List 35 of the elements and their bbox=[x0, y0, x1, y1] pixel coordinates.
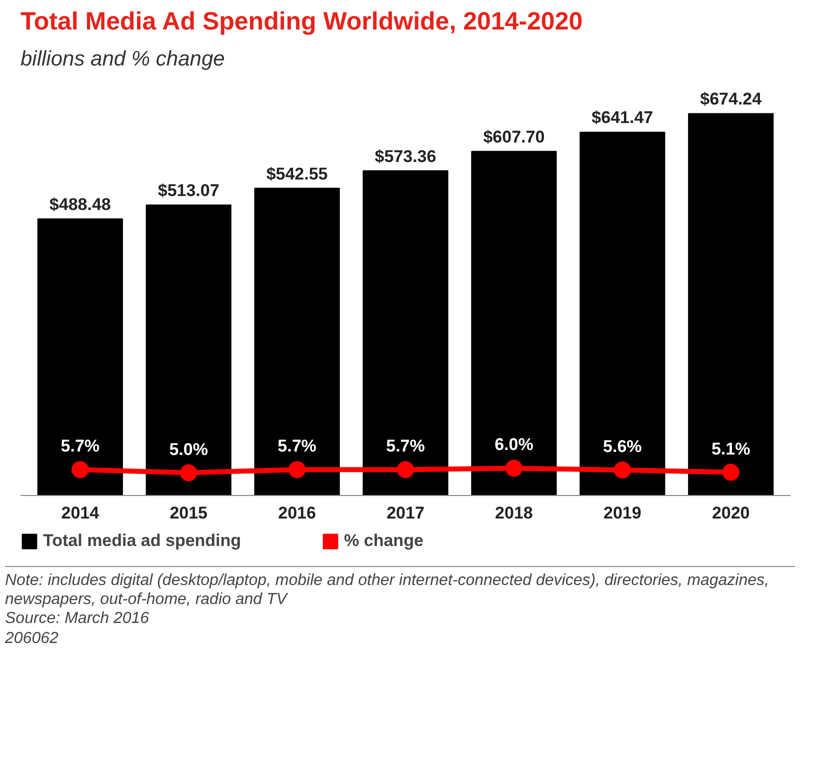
x-tick-label: 2014 bbox=[61, 504, 100, 522]
text: 206062 bbox=[5, 630, 58, 647]
bar bbox=[471, 150, 557, 496]
bar bbox=[688, 113, 774, 496]
data-label: 5.7% bbox=[278, 436, 316, 456]
source-note: Source: March 2016 bbox=[5, 610, 150, 628]
x-tick-label: 2020 bbox=[712, 504, 750, 522]
bar bbox=[362, 170, 448, 496]
data-label: 5.1% bbox=[711, 439, 750, 458]
data-label: $542.55 bbox=[266, 164, 328, 184]
data-label: $488.48 bbox=[49, 194, 111, 214]
x-tick-label: 2015 bbox=[170, 504, 208, 522]
data-label: $607.70 bbox=[483, 127, 545, 146]
data-label: 5.7% bbox=[60, 436, 100, 456]
bar bbox=[254, 188, 340, 496]
bar bbox=[580, 132, 666, 496]
chart-title: Total Media Ad Spending Worldwide, 2014-2020 bbox=[20, 8, 583, 36]
data-label: $573.36 bbox=[374, 146, 436, 166]
data-label: 5.0% bbox=[169, 440, 208, 459]
data-label: 5.7% bbox=[386, 436, 425, 456]
chart-subtitle: billions and % change bbox=[20, 48, 225, 70]
text: Note: includes digital (desktop/laptop, mobile and other internet-connected devices), directories, magazines, newspapers, out-of-home, radio and TV bbox=[5, 572, 769, 608]
data-label: $674.24 bbox=[700, 90, 762, 109]
data-label: 6.0% bbox=[494, 435, 534, 454]
data-label: $513.07 bbox=[158, 180, 220, 200]
legend-label: Total media ad spending bbox=[43, 531, 242, 551]
legend-label: % change bbox=[344, 531, 424, 551]
x-tick-label: 2018 bbox=[495, 504, 533, 522]
x-tick-label: 2019 bbox=[603, 504, 642, 522]
bar bbox=[37, 218, 123, 496]
x-tick-label: 2017 bbox=[386, 504, 424, 522]
data-label: 5.6% bbox=[603, 437, 642, 456]
data-label: $641.47 bbox=[592, 108, 654, 128]
x-tick-label: 2016 bbox=[278, 504, 316, 522]
bar bbox=[146, 204, 232, 496]
